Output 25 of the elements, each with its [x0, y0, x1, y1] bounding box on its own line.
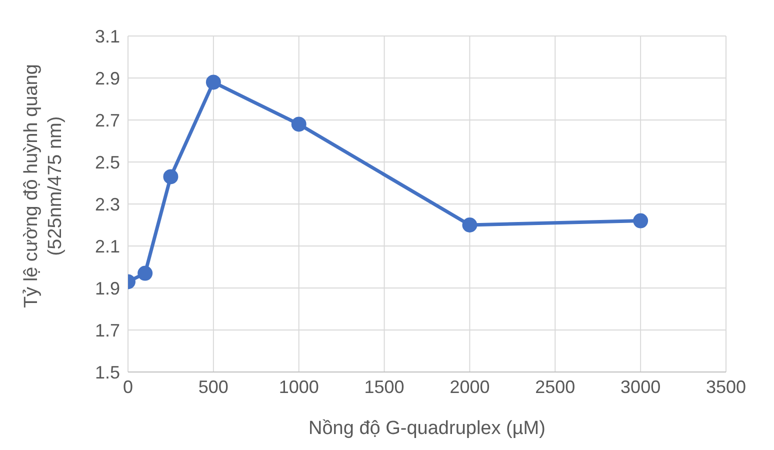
point [462, 218, 478, 232]
y-tick-label: 2.3 [94, 194, 120, 214]
x-tick-label: 2000 [450, 376, 490, 397]
y-tick-label: 2.7 [94, 110, 120, 130]
y-tick-label: 2.9 [94, 68, 120, 88]
y-tick-label: 1.7 [94, 320, 120, 340]
y-tick-label: 2.5 [94, 152, 120, 172]
x-tick-label: 3000 [620, 376, 661, 397]
point [633, 213, 648, 228]
point [138, 266, 153, 281]
x-tick-label: 2500 [535, 376, 576, 397]
x-tick-label: 500 [198, 376, 228, 397]
y-tick-label: 2.1 [94, 236, 120, 256]
point [206, 74, 221, 90]
x-tick-label: 1000 [278, 376, 319, 397]
x-tick-label: 1500 [364, 376, 404, 397]
x-tick-label: 3500 [706, 376, 746, 397]
point [163, 169, 178, 184]
point [291, 116, 306, 132]
x-axis-title: Nồng độ G-quadruplex (µM) [308, 418, 546, 439]
x-tick-label: 0 [122, 376, 134, 397]
y-tick-label: 1.9 [94, 278, 120, 298]
y-tick-label: 1.5 [94, 362, 120, 382]
y-tick-label: 3.1 [94, 26, 120, 46]
y-axis-title: Tỷ lệ cường độ huỳnh quang (525nm/475 nm) [20, 63, 67, 310]
